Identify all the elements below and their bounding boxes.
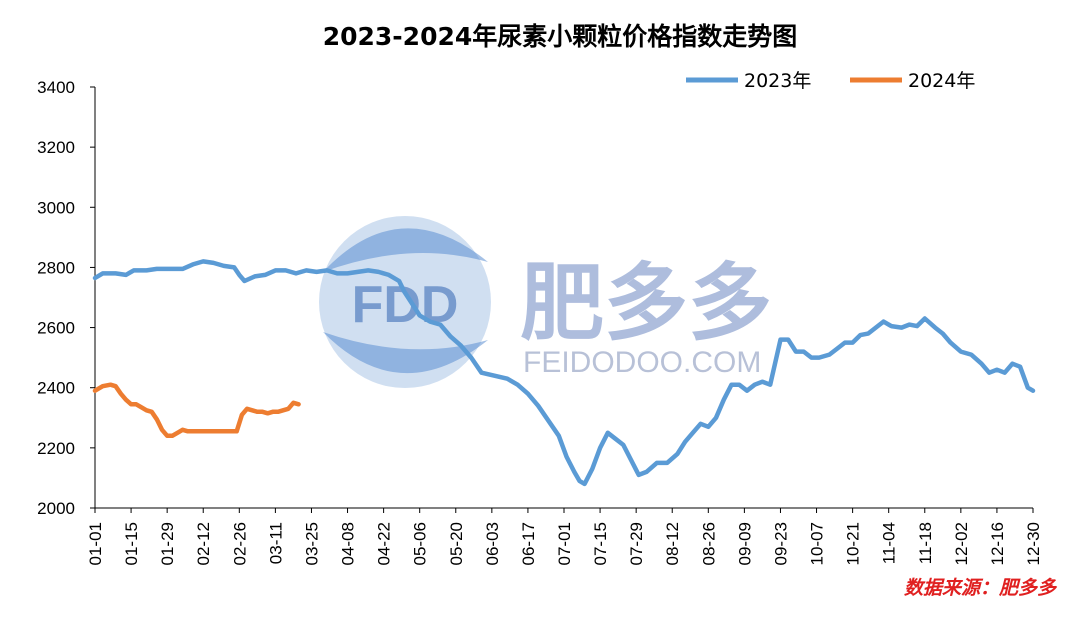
chart-title: 2023-2024年尿素小颗粒价格指数走势图 [323, 22, 798, 51]
legend-label-2023: 2023年 [744, 70, 811, 92]
series-line-2024 [92, 382, 301, 439]
x-tick-label: 04-08 [339, 522, 358, 565]
y-tick-label: 2800 [37, 258, 75, 277]
x-tick-label: 04-22 [375, 522, 394, 565]
x-tick-label: 05-20 [447, 522, 466, 565]
x-tick-label: 11-04 [880, 522, 899, 564]
x-tick-label: 10-07 [808, 522, 827, 565]
x-tick-label: 09-09 [735, 522, 754, 565]
source-note: 数据来源：肥多多 [904, 577, 1058, 599]
x-tick-label: 12-02 [952, 522, 971, 565]
x-tick-label: 02-26 [230, 522, 249, 565]
watermark-brand: 肥多多 [520, 254, 772, 352]
x-tick-label: 09-23 [771, 522, 790, 565]
y-tick-label: 2200 [37, 439, 75, 458]
x-tick-label: 12-16 [988, 522, 1007, 565]
x-tick-label: 05-06 [411, 522, 430, 565]
x-tick-label: 07-01 [555, 522, 574, 565]
legend-label-2024: 2024年 [908, 70, 975, 92]
watermark-logo-arc-bottom [323, 332, 488, 374]
y-tick-label: 2600 [37, 319, 75, 338]
x-tick-label: 06-03 [483, 522, 502, 565]
x-tick-label: 11-18 [916, 522, 935, 564]
x-tick-label: 07-29 [627, 522, 646, 565]
x-tick-label: 02-12 [194, 522, 213, 565]
y-tick-label: 3200 [37, 138, 75, 157]
x-tick-label: 12-30 [1024, 522, 1043, 565]
x-tick-label: 08-12 [663, 522, 682, 565]
x-tick-label: 10-21 [844, 522, 863, 565]
watermark-logo-arc-top [323, 228, 488, 272]
series-layer [92, 259, 1036, 487]
y-tick-label: 3000 [37, 198, 75, 217]
x-tick-label: 08-26 [699, 522, 718, 565]
x-tick-label: 01-29 [158, 522, 177, 565]
legend: 2023年 2024年 [686, 70, 975, 92]
x-tick-label: 01-01 [86, 522, 105, 565]
y-axis: 2000 2200 2400 2600 2800 3000 3200 3400 [37, 78, 96, 518]
x-tick-label: 07-15 [591, 522, 610, 565]
x-tick-label: 03-11 [266, 522, 285, 564]
x-tick-label: 06-17 [519, 522, 538, 565]
watermark: FDD 肥多多 FEIDODOO.COM [319, 216, 772, 388]
y-tick-label: 2400 [37, 379, 75, 398]
x-axis: 01-01 01-15 01-29 02-12 02-26 03-11 03-25 04-08… [86, 507, 1043, 565]
series-line-2023 [92, 259, 1036, 487]
x-tick-label: 03-25 [302, 522, 321, 565]
y-tick-label: 2000 [37, 499, 75, 518]
y-tick-label: 3400 [37, 78, 75, 97]
x-tick-label: 01-15 [122, 522, 141, 565]
watermark-url: FEIDODOO.COM [523, 346, 761, 379]
